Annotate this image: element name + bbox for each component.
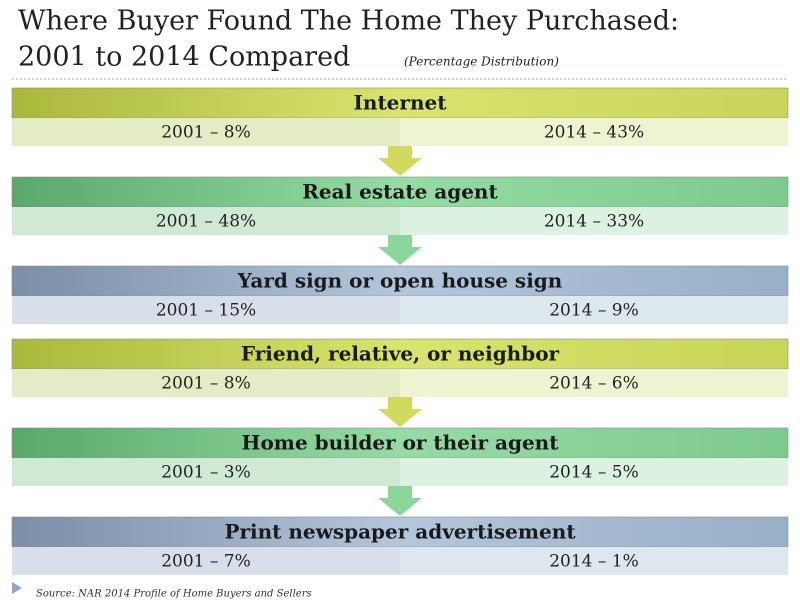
block-label: Internet (354, 91, 448, 115)
block-label: Friend, relative, or neighbor (241, 342, 560, 366)
block-label: Real estate agent (302, 180, 498, 204)
cell-text: 2014 – 5% (549, 463, 639, 483)
cell-left (12, 207, 400, 235)
cell-left (12, 547, 400, 575)
cell-text: 2014 – 43% (544, 123, 644, 143)
block-label: Yard sign or open house sign (237, 269, 563, 293)
cell-right (400, 369, 788, 397)
cell-text: 2014 – 33% (544, 212, 644, 232)
title-line: 2001 to 2014 Compared (18, 42, 350, 73)
arrow (378, 146, 422, 176)
cell-right (400, 296, 788, 324)
block-label: Print newspaper advertisement (224, 520, 576, 544)
cell-right (400, 118, 788, 146)
cell-right (400, 458, 788, 486)
title-line: Where Buyer Found The Home They Purchase… (18, 6, 679, 37)
cell-right (400, 547, 788, 575)
block-header (11, 338, 789, 370)
cell-text: 2001 – 8% (161, 374, 251, 394)
cell-text: 2001 – 7% (161, 552, 251, 572)
block-header (11, 265, 789, 297)
source: Source: NAR 2014 Profile of Home Buyers … (36, 589, 312, 600)
arrow (378, 486, 422, 516)
cell-text: 2014 – 9% (549, 301, 639, 321)
cell-text: 2014 – 6% (549, 374, 639, 394)
cell-text: 2001 – 48% (156, 212, 256, 232)
arrow (378, 235, 422, 265)
cell-left (12, 458, 400, 486)
block-label: Home builder or their agent (242, 431, 560, 455)
cell-text: 2001 – 15% (156, 301, 256, 321)
block-header (11, 427, 789, 459)
cell-text: 2001 – 3% (161, 463, 251, 483)
cell-text: 2014 – 1% (549, 552, 639, 572)
title-note: (Percentage Distribution) (404, 55, 559, 69)
cell-left (12, 118, 400, 146)
cell-left (12, 369, 400, 397)
cell-right (400, 207, 788, 235)
block-header (11, 87, 789, 119)
cell-left (12, 296, 400, 324)
block-header (11, 176, 789, 208)
cell-text: 2001 – 8% (161, 123, 251, 143)
bullet (12, 582, 22, 594)
block-header (11, 516, 789, 548)
arrow (378, 397, 422, 427)
